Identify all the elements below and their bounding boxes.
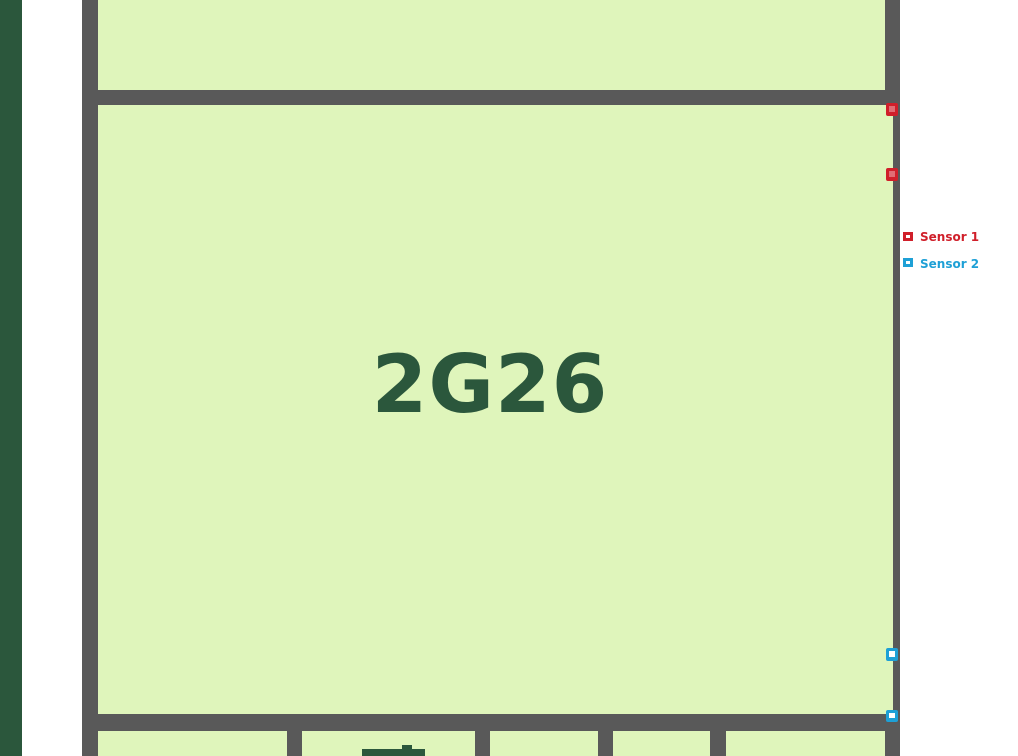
room-bottom-1[interactable] <box>98 731 287 756</box>
room-bottom-5[interactable] <box>726 731 885 756</box>
legend-label-sensor-1: Sensor 1 <box>920 230 979 244</box>
room-bottom-4[interactable] <box>613 731 710 756</box>
legend: Sensor 1 Sensor 2 <box>903 230 979 271</box>
room-2g26[interactable] <box>98 105 893 714</box>
room-bottom-2-label-fragment <box>362 749 425 756</box>
room-bottom-2-label-fragment-stem <box>402 745 412 756</box>
room-2g26-label: 2G26 <box>372 338 609 431</box>
sensor-marker-1a[interactable] <box>886 103 898 116</box>
legend-item-sensor-2: Sensor 2 <box>903 257 979 271</box>
sensor-marker-2b[interactable] <box>886 710 898 722</box>
legend-item-sensor-1: Sensor 1 <box>903 230 979 244</box>
sensor-marker-2a[interactable] <box>886 648 898 661</box>
left-accent-bar <box>0 0 22 756</box>
sensor-marker-1b[interactable] <box>886 168 898 181</box>
room-bottom-3[interactable] <box>490 731 598 756</box>
legend-label-sensor-2: Sensor 2 <box>920 257 979 271</box>
room-upper[interactable] <box>98 0 885 90</box>
